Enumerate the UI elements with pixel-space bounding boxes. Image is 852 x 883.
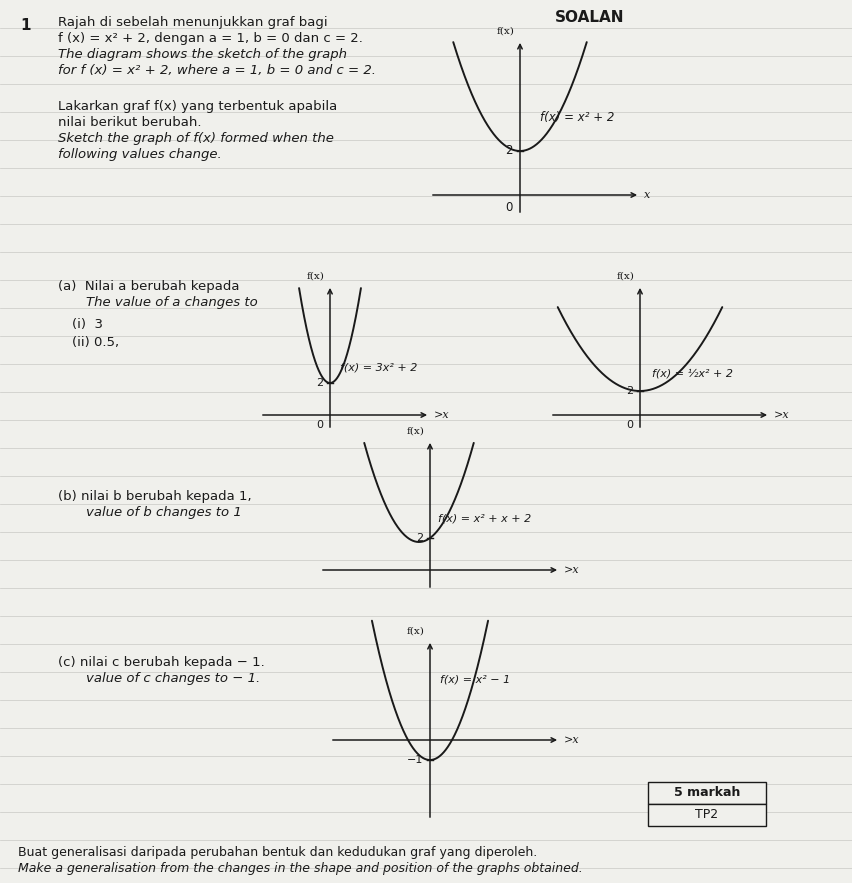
Text: f(x) = x² + x + 2: f(x) = x² + x + 2	[437, 514, 531, 524]
Text: f(x) = ½x² + 2: f(x) = ½x² + 2	[651, 368, 732, 378]
Text: 1: 1	[20, 18, 31, 33]
Text: (b) nilai b berubah kepada 1,: (b) nilai b berubah kepada 1,	[58, 490, 251, 503]
Text: Rajah di sebelah menunjukkan graf bagi: Rajah di sebelah menunjukkan graf bagi	[58, 16, 327, 29]
Text: >x: >x	[563, 565, 579, 575]
Text: value of c changes to − 1.: value of c changes to − 1.	[86, 672, 260, 685]
Text: x: x	[643, 190, 649, 200]
Text: (i)  3: (i) 3	[72, 318, 103, 331]
Text: f(x) = 3x² + 2: f(x) = 3x² + 2	[340, 362, 417, 372]
Text: f(x): f(x)	[406, 627, 424, 636]
Text: 2: 2	[416, 533, 423, 543]
Text: Buat generalisasi daripada perubahan bentuk dan kedudukan graf yang diperoleh.: Buat generalisasi daripada perubahan ben…	[18, 846, 537, 859]
Text: f(x): f(x)	[406, 427, 424, 436]
Text: f (x) = x² + 2, dengan a = 1, b = 0 dan c = 2.: f (x) = x² + 2, dengan a = 1, b = 0 dan …	[58, 32, 362, 45]
Text: >x: >x	[434, 410, 449, 420]
Text: TP2: TP2	[694, 809, 717, 821]
Text: >x: >x	[563, 735, 579, 745]
Text: value of b changes to 1: value of b changes to 1	[86, 506, 241, 519]
Text: 2: 2	[315, 378, 323, 388]
Bar	[648, 804, 765, 826]
Text: (ii) 0.5,: (ii) 0.5,	[72, 336, 119, 349]
Text: Lakarkan graf f(x) yang terbentuk apabila: Lakarkan graf f(x) yang terbentuk apabil…	[58, 100, 337, 113]
Text: The value of a changes to: The value of a changes to	[86, 296, 257, 309]
Text: (c) nilai c berubah kepada − 1.: (c) nilai c berubah kepada − 1.	[58, 656, 264, 669]
Text: Sketch the graph of f(x) formed when the: Sketch the graph of f(x) formed when the	[58, 132, 333, 145]
Bar	[648, 782, 765, 804]
Text: 2: 2	[505, 145, 512, 157]
Text: −1: −1	[406, 755, 423, 765]
Text: f(x): f(x)	[616, 272, 634, 281]
Text: 5 markah: 5 markah	[673, 787, 740, 799]
Text: 0: 0	[315, 420, 323, 430]
Text: f(x) = x² + 2: f(x) = x² + 2	[539, 111, 613, 125]
Text: 0: 0	[505, 201, 512, 214]
Text: 0: 0	[625, 420, 632, 430]
Text: nilai berikut berubah.: nilai berikut berubah.	[58, 116, 201, 129]
Text: >x: >x	[773, 410, 789, 420]
Text: The diagram shows the sketch of the graph: The diagram shows the sketch of the grap…	[58, 48, 347, 61]
Text: SOALAN: SOALAN	[555, 10, 624, 25]
Text: 2: 2	[625, 386, 632, 396]
Text: Make a generalisation from the changes in the shape and position of the graphs o: Make a generalisation from the changes i…	[18, 862, 582, 875]
Text: f(x): f(x)	[307, 272, 325, 281]
Text: for f (x) = x² + 2, where a = 1, b = 0 and c = 2.: for f (x) = x² + 2, where a = 1, b = 0 a…	[58, 64, 376, 77]
Text: f(x): f(x)	[497, 27, 515, 36]
Text: following values change.: following values change.	[58, 148, 222, 161]
Text: (a)  Nilai a berubah kepada: (a) Nilai a berubah kepada	[58, 280, 239, 293]
Text: f(x) = x² − 1: f(x) = x² − 1	[440, 675, 509, 685]
